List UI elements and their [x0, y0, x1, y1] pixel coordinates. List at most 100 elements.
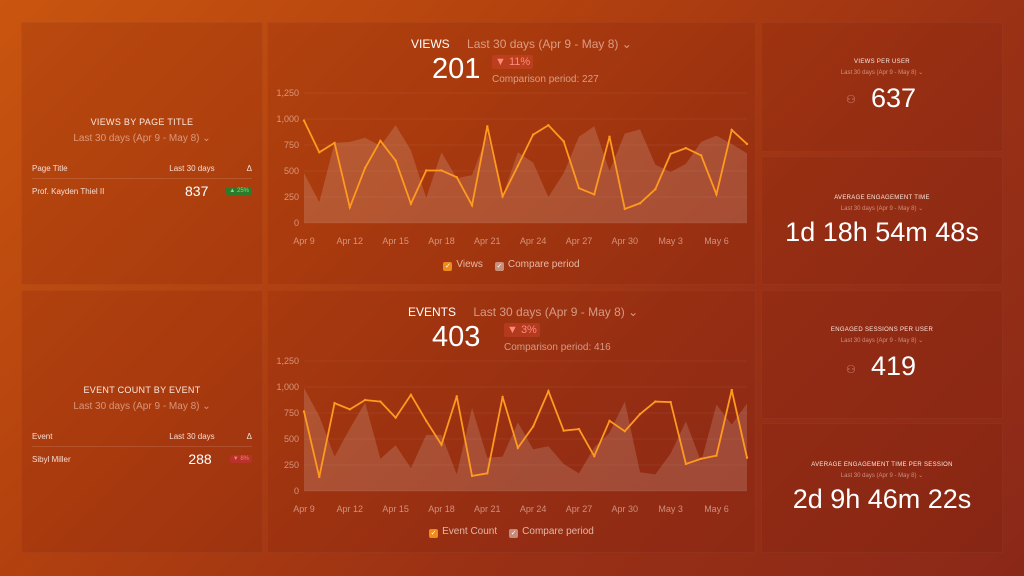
data-point[interactable]	[348, 408, 352, 411]
data-point[interactable]	[318, 151, 321, 154]
data-point[interactable]	[669, 152, 672, 156]
data-point[interactable]	[699, 154, 703, 157]
data-point[interactable]	[379, 400, 382, 403]
data-point[interactable]	[379, 139, 382, 143]
data-point[interactable]	[394, 416, 397, 419]
data-point[interactable]	[654, 400, 657, 403]
chart-title: EVENTS	[408, 305, 457, 319]
data-point[interactable]	[302, 410, 306, 413]
data-point[interactable]	[333, 141, 336, 145]
delta-badge: ▲ 25%	[226, 187, 252, 195]
date-range-dropdown[interactable]: Last 30 days (Apr 9 - May 8) ⌄	[840, 206, 924, 212]
data-point[interactable]	[455, 176, 458, 179]
data-point[interactable]	[348, 206, 352, 209]
date-range-label: Last 30 days (Apr 9 - May 8)	[840, 206, 917, 212]
x-tick-label: Apr 15	[382, 236, 409, 246]
data-point[interactable]	[333, 401, 336, 405]
data-point[interactable]	[440, 169, 443, 172]
data-point[interactable]	[562, 140, 565, 143]
y-tick-label: 0	[294, 218, 299, 228]
widget-title: VIEWS PER USER	[854, 59, 910, 65]
date-range-dropdown[interactable]: Last 30 days (Apr 9 - May 8) ⌄	[473, 305, 638, 319]
date-range-dropdown[interactable]: Last 30 days (Apr 9 - May 8) ⌄	[840, 338, 924, 344]
data-point[interactable]	[577, 186, 581, 190]
legend-item-compare[interactable]: ✓ Compare period	[509, 526, 594, 538]
table-row[interactable]: Sibyl Miller 288 ▼ 8%	[32, 451, 252, 467]
data-point[interactable]	[470, 474, 474, 478]
data-point[interactable]	[547, 389, 550, 393]
data-point[interactable]	[638, 412, 642, 416]
data-point[interactable]	[654, 188, 657, 191]
data-point[interactable]	[440, 443, 443, 446]
data-point[interactable]	[715, 193, 718, 196]
col-header: Last 30 days	[169, 164, 215, 173]
date-range-dropdown[interactable]: Last 30 days (Apr 9 - May 8) ⌄	[22, 133, 262, 144]
col-header: Page Title	[32, 164, 68, 173]
data-point[interactable]	[730, 128, 733, 132]
legend-item-compare[interactable]: ✓ Compare period	[494, 259, 580, 271]
data-point[interactable]	[486, 125, 489, 128]
legend-item-views[interactable]: ✓ Views	[443, 259, 495, 271]
date-range-dropdown[interactable]: Last 30 days (Apr 9 - May 8) ⌄	[22, 401, 262, 412]
comparison-text: Comparison period: 416	[504, 342, 611, 353]
data-point[interactable]	[516, 164, 520, 167]
y-tick-label: 1,250	[276, 356, 299, 366]
data-point[interactable]	[684, 462, 688, 466]
data-point[interactable]	[409, 393, 413, 396]
data-point[interactable]	[516, 446, 520, 450]
data-point[interactable]	[363, 166, 367, 170]
data-point[interactable]	[745, 142, 749, 146]
x-tick-label: Apr 9	[293, 504, 315, 514]
data-point[interactable]	[623, 430, 626, 433]
data-point[interactable]	[425, 169, 428, 172]
data-point[interactable]	[302, 119, 306, 122]
data-point[interactable]	[531, 133, 535, 136]
data-point[interactable]	[699, 457, 703, 460]
data-point[interactable]	[394, 159, 397, 162]
x-tick-label: Apr 18	[428, 236, 455, 246]
data-point[interactable]	[501, 195, 504, 198]
data-point[interactable]	[608, 135, 611, 138]
row-name: Sibyl Miller	[32, 454, 71, 464]
data-point[interactable]	[638, 202, 642, 205]
col-header: Δ	[246, 164, 252, 173]
data-point[interactable]	[455, 395, 458, 398]
data-point[interactable]	[409, 202, 413, 205]
x-tick-label: Apr 24	[520, 236, 547, 246]
data-point[interactable]	[745, 456, 749, 459]
data-point[interactable]	[486, 472, 489, 475]
x-tick-label: May 6	[704, 504, 729, 514]
date-range-dropdown[interactable]: Last 30 days (Apr 9 - May 8) ⌄	[840, 70, 924, 76]
data-point[interactable]	[730, 388, 733, 392]
data-point[interactable]	[669, 400, 672, 404]
data-point[interactable]	[531, 425, 535, 428]
data-point[interactable]	[684, 146, 688, 150]
data-point[interactable]	[623, 207, 626, 211]
y-tick-label: 1,250	[276, 88, 299, 98]
data-point[interactable]	[470, 204, 474, 207]
metric-value: 1d 18h 54m 48s	[785, 217, 979, 247]
data-point[interactable]	[501, 395, 504, 399]
widget-title: VIEWS BY PAGE TITLE	[90, 117, 194, 127]
data-point[interactable]	[608, 419, 611, 422]
date-range-label: Last 30 days (Apr 9 - May 8)	[840, 70, 917, 76]
data-point[interactable]	[363, 398, 367, 402]
events-chart-widget: EVENTS Last 30 days (Apr 9 - May 8) ⌄ 40…	[267, 290, 756, 553]
data-point[interactable]	[593, 193, 596, 196]
data-point[interactable]	[715, 454, 718, 457]
data-point[interactable]	[547, 124, 550, 127]
views-chart-widget: VIEWS Last 30 days (Apr 9 - May 8) ⌄ 201…	[267, 22, 756, 285]
y-tick-label: 500	[284, 166, 299, 176]
avg-engagement-time-widget: AVERAGE ENGAGEMENT TIME Last 30 days (Ap…	[761, 156, 1003, 285]
data-point[interactable]	[577, 427, 581, 431]
data-point[interactable]	[318, 475, 321, 479]
table-row[interactable]: Prof. Kayden Thiel II 837 ▲ 25%	[32, 183, 252, 199]
date-range-dropdown[interactable]: Last 30 days (Apr 9 - May 8) ⌄	[840, 473, 924, 479]
date-range-dropdown[interactable]: Last 30 days (Apr 9 - May 8) ⌄	[467, 37, 632, 51]
data-point[interactable]	[593, 454, 596, 458]
data-point[interactable]	[562, 429, 565, 432]
total-value: 403	[432, 321, 481, 353]
legend-item-event-count[interactable]: ✓ Event Count	[429, 526, 509, 538]
data-point[interactable]	[425, 419, 428, 422]
y-tick-label: 250	[284, 460, 299, 470]
